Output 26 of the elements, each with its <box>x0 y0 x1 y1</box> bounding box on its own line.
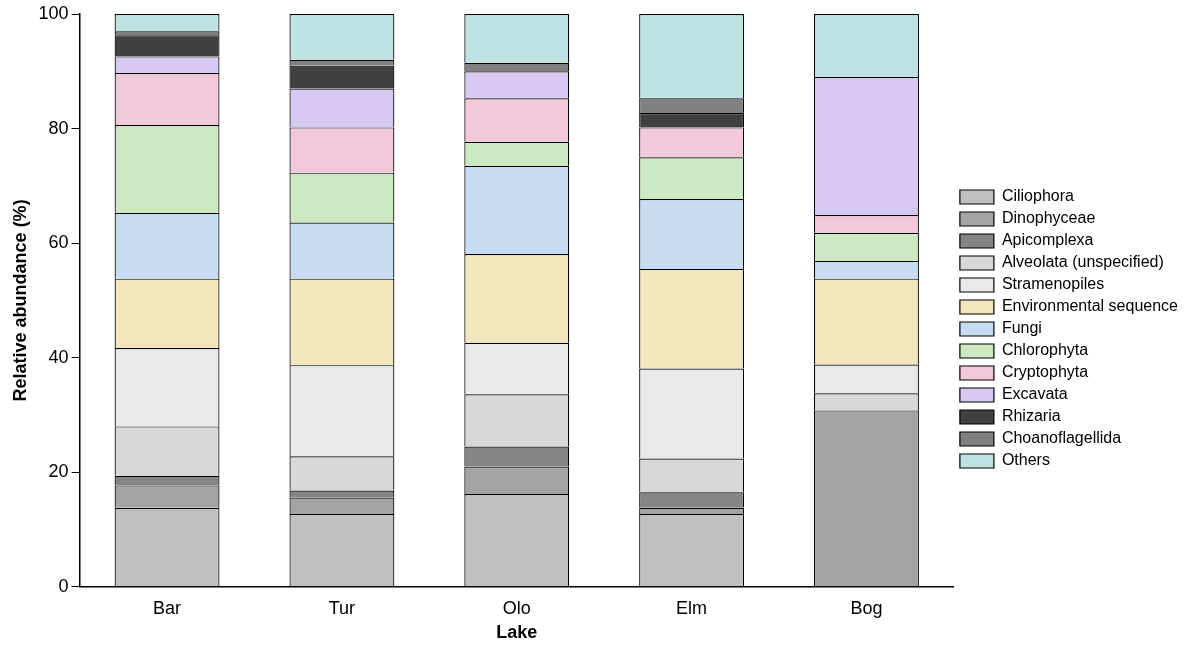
legend-label: Stramenopiles <box>1001 275 1105 293</box>
x-tick-label: Bog <box>850 597 883 618</box>
legend-label: Ciliophora <box>1001 187 1075 205</box>
x-tick-label: Tur <box>328 597 356 618</box>
y-tick-label: 20 <box>48 461 69 482</box>
legend-label: Fungi <box>1001 319 1042 337</box>
legend-label: Dinophyceae <box>1001 209 1096 227</box>
y-axis-title: Relative abundance (%) <box>9 199 30 402</box>
legend-label: Chlorophyta <box>1001 341 1089 359</box>
legend-label: Environmental sequence <box>1001 297 1179 315</box>
legend-label: Choanoflagellida <box>1001 429 1122 447</box>
legend-label: Apicomplexa <box>1001 231 1094 249</box>
legend-label: Others <box>1001 451 1050 469</box>
legend-label: Alveolata (unspecified) <box>1001 253 1164 271</box>
y-tick-label: 80 <box>48 117 69 138</box>
y-tick-label: 40 <box>48 346 69 367</box>
legend-label: Cryptophyta <box>1001 363 1089 381</box>
legend-label: Rhizaria <box>1001 407 1061 425</box>
y-tick-label: 100 <box>38 2 69 23</box>
y-tick-label: 0 <box>58 575 69 596</box>
x-tick-label: Olo <box>502 597 531 618</box>
x-tick-label: Elm <box>676 597 708 618</box>
x-tick-label: Bar <box>153 597 182 618</box>
y-tick-label: 60 <box>48 232 69 253</box>
x-axis-title: Lake <box>496 622 538 643</box>
legend-label: Excavata <box>1001 385 1068 403</box>
